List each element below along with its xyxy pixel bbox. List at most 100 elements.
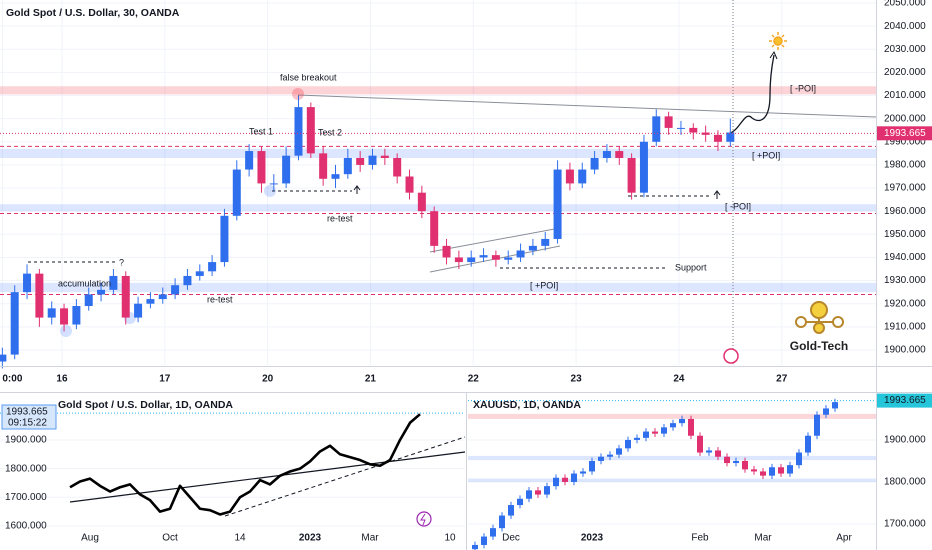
price-label: 1993.665	[884, 128, 926, 139]
annotation: false breakout	[280, 72, 337, 82]
candle-body	[109, 275, 118, 290]
candle-body	[553, 477, 559, 487]
y-tick-label: 1960.000	[884, 206, 926, 217]
candle-body	[508, 505, 514, 516]
candle-body	[724, 456, 730, 464]
y-tick-label: 1970.000	[884, 183, 926, 194]
x-tick-label: 10	[444, 533, 456, 544]
annotation: ?	[119, 257, 124, 267]
candle-body	[232, 169, 241, 216]
candle-body	[742, 460, 748, 470]
candle-body	[47, 308, 56, 318]
drawings	[28, 0, 877, 527]
candle-body	[590, 157, 599, 170]
annotation: Support	[675, 262, 707, 272]
candle-body	[627, 157, 636, 193]
price-badge	[877, 126, 932, 141]
candle-body	[598, 456, 604, 461]
zone-label: [ -POI]	[790, 83, 816, 93]
candle-body	[634, 437, 640, 440]
candle-body	[393, 157, 402, 177]
candle-body	[121, 275, 130, 318]
candle-body	[257, 151, 266, 184]
x-tick-label: 24	[673, 374, 685, 385]
y-tick-label: 2010.000	[884, 90, 926, 101]
candle-body	[733, 460, 739, 464]
candle-body	[616, 448, 622, 455]
y-tick-label: 2040.000	[884, 21, 926, 32]
zone	[0, 86, 876, 95]
x-tick-label: Oct	[162, 533, 178, 544]
y-tick-label: 2000.000	[884, 113, 926, 124]
price-label: 1993.665	[6, 407, 48, 418]
candle-body	[625, 439, 631, 449]
candle-body	[319, 153, 328, 179]
trend-line	[297, 94, 877, 118]
x-tick-label: Apr	[836, 533, 852, 544]
x-tick-label: 17	[159, 374, 171, 385]
candle-body	[306, 107, 315, 154]
event-icon	[723, 348, 739, 364]
candle-body	[331, 174, 340, 179]
alert-icon	[420, 513, 426, 526]
candle-body	[442, 245, 451, 258]
y-tick-label: 1900.000	[884, 435, 926, 446]
candle-body	[72, 306, 81, 325]
candle-body	[528, 245, 537, 251]
candle-body	[679, 418, 685, 424]
candle-body	[661, 427, 667, 434]
candle-body	[664, 116, 673, 128]
candle-body	[481, 536, 487, 545]
x-tick-label: 21	[365, 374, 377, 385]
candle-body	[245, 151, 254, 170]
candle-body	[553, 169, 562, 239]
highlight-circle	[292, 88, 304, 100]
candle-body	[787, 465, 793, 474]
y-tick-label: 1940.000	[884, 252, 926, 263]
candle-body	[544, 486, 550, 495]
zone	[468, 413, 876, 419]
alert-icon	[416, 511, 432, 527]
y-tick-label: 2020.000	[884, 67, 926, 78]
highlight-circle	[264, 185, 276, 197]
candle-body	[689, 127, 698, 133]
x-tick-label: 22	[468, 374, 480, 385]
arrow-icon	[713, 190, 721, 199]
x-tick-label: 2023	[581, 533, 604, 544]
candle-body	[417, 192, 426, 212]
zone	[468, 455, 876, 461]
candle-body	[832, 402, 838, 409]
candle-body	[23, 273, 32, 293]
candle-body	[565, 169, 574, 184]
candle-body	[769, 467, 775, 476]
candle-body	[499, 515, 505, 529]
candle-body	[760, 471, 766, 476]
candle-body	[195, 271, 204, 276]
candle-body	[60, 308, 69, 325]
candle-body	[467, 257, 476, 263]
price-badge	[1, 404, 57, 430]
candle-body	[697, 435, 703, 453]
x-tick-label: Dec	[502, 533, 520, 544]
candle-body	[368, 155, 377, 165]
candle-body	[479, 255, 488, 258]
candle-body	[343, 157, 352, 175]
y-tick-label: 1700.000	[884, 519, 926, 530]
sun-icon	[769, 32, 787, 50]
candle-body	[541, 238, 550, 246]
candle-body	[472, 544, 478, 550]
candle-body	[97, 289, 106, 295]
annotation: re-test	[207, 294, 233, 304]
x-tick-label: 2023	[299, 533, 322, 544]
candle-body	[526, 490, 532, 499]
chart-title: Gold Spot / U.S. Dollar, 30, OANDA	[6, 7, 180, 19]
candle-body	[183, 275, 192, 286]
x-tick-label: 27	[776, 374, 788, 385]
y-tick-label: 1800.000	[5, 463, 47, 474]
candle-body	[516, 250, 525, 258]
candle-body	[670, 423, 676, 428]
chart-title: Gold Spot / U.S. Dollar, 1D, OANDA	[58, 399, 233, 411]
price-line	[69, 413, 421, 516]
